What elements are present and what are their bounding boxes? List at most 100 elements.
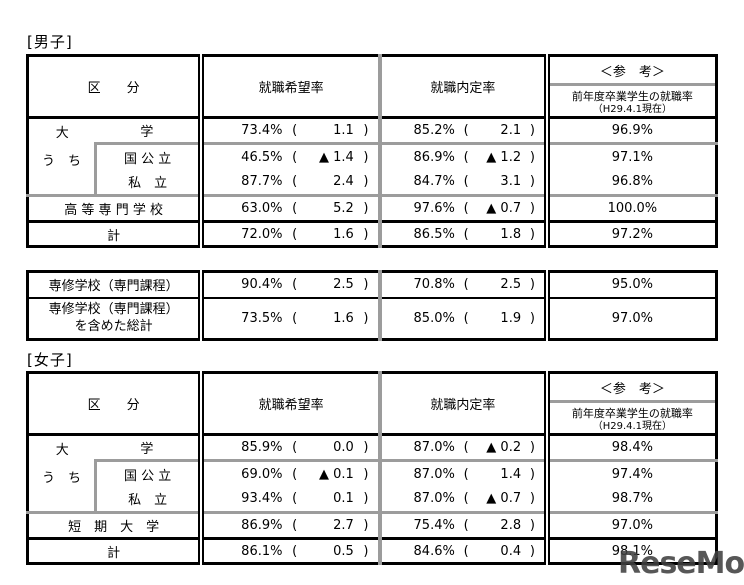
wish-rate-cell: 46.5% (▲ 1.4) [201,143,383,170]
paren-close: ) [529,226,535,242]
reference-date: （H29.4.1現在） [592,104,673,115]
offer-rate-cell: 87.0% (▲ 0.7) [380,486,550,514]
offer-rate-cell: 70.8% (2.5) [380,271,550,299]
label-line-2: を含めた総計 [74,319,153,335]
rate-value: 75.4% [413,518,455,533]
row-label-technical-college: 高 等 専 門 学 校 [27,195,205,223]
yoy-diff: ▲ 1.4 [318,149,354,165]
paren-open: ( [292,277,298,293]
table-row: 私 立 93.4% (0.1) 87.0% (▲ 0.7) 98.7% [28,486,717,514]
wish-rate-cell: 63.0% (5.2) [201,195,383,223]
paren-close: ) [363,543,369,559]
female-table: 区 分 就職希望率 就職内定率 ＜参 考＞ 前年度卒業学生の就職率 （H29.4… [26,371,718,565]
wish-rate-cell: 85.9% (0.0) [201,434,383,462]
rate-value: 84.7% [413,174,455,190]
table-header-row: 区 分 就職希望率 就職内定率 ＜参 考＞ 前年度卒業学生の就職率 （H29.4… [27,372,717,436]
offer-rate-cell: 87.0% (▲ 0.2) [380,434,550,462]
paren-close: ) [529,466,535,482]
wish-rate-cell: 86.1% (0.5) [201,538,383,564]
rate-value: 73.4% [241,123,283,138]
paren-open: ( [463,226,469,242]
rate-value: 84.6% [413,543,455,559]
reference-rate-cell: 98.1% [611,543,654,559]
table-row: 大 学 73.4% (1.1) 85.2% (2.1) 96.9% [28,117,717,145]
paren-close: ) [529,201,535,216]
reference-title: ＜参 考＞ [549,374,715,403]
table-row: 私 立 87.7% (2.4) 84.7% (3.1) 96.8% [28,169,717,197]
table-row: 専修学校（専門課程） を含めた総計 73.5%(1.6) 85.0%(1.9) … [27,297,717,340]
col-header-offer-rate: 就職内定率 [380,55,550,119]
yoy-diff: ▲ 0.7 [486,491,522,507]
reference-rate-cell: 97.0% [546,512,717,540]
offer-rate-cell: 75.4% (2.8) [380,512,550,540]
paren-open: ( [292,226,298,242]
table-row: 高 等 専 門 学 校 63.0% (5.2) 97.6% (▲ 0.7) 100.… [27,195,717,223]
wish-rate-cell: 73.4% (1.1) [201,117,383,145]
paren-close: ) [363,491,369,507]
reference-subtitle: 前年度卒業学生の就職率 [571,407,693,420]
paren-close: ) [529,277,535,293]
paren-open: ( [292,543,298,559]
paren-open: ( [292,123,298,138]
offer-rate-cell: 97.6% (▲ 0.7) [380,195,550,223]
col-header-category: 区 分 [27,372,205,436]
reference-rate-cell: 97.4% [611,466,654,482]
paren-close: ) [529,440,535,455]
paren-open: ( [292,518,298,533]
yoy-diff: 2.1 [500,123,522,138]
wish-rate-cell: 90.4% (2.5) [201,271,383,299]
paren-open: ( [463,466,469,482]
table-row: 短 期 大 学 86.9% (2.7) 75.4% (2.8) 97.0% [27,512,717,540]
reference-rate-cell: 97.0% [611,310,654,326]
wish-rate-cell: 93.4% (0.1) [201,486,383,514]
reference-rate-cell: 95.0% [546,271,717,299]
rate-value: 69.0% [241,466,283,482]
row-label-junior-college: 短 期 大 学 [27,512,205,540]
rate-value: 93.4% [241,491,283,507]
reference-rate-cell: 100.0% [546,195,717,223]
paren-close: ) [363,174,369,190]
table-row: 計 86.1% (0.5) 84.6% (0.4) 98.1% [27,538,717,564]
reference-rate-cell: 96.8% [546,169,717,197]
paren-close: ) [529,518,535,533]
rate-value: 46.5% [241,149,283,165]
rate-value: 86.9% [413,149,455,165]
row-label-university-right: 学 [95,117,205,145]
yoy-diff: 1.9 [500,310,522,326]
row-label-university-left: 大 [55,442,69,458]
female-section-title: [女子] [27,351,73,369]
table-row: 専修学校（専門課程） 90.4% (2.5) 70.8% (2.5) 95.0% [27,271,717,299]
col-header-category: 区 分 [27,55,205,119]
paren-open: ( [463,491,469,507]
yoy-diff: ▲ 0.7 [486,201,522,216]
paren-close: ) [363,277,369,293]
wish-rate-cell: 73.5% (1.6) [201,297,383,340]
paren-open: ( [292,440,298,455]
male-section-title: [男子] [27,33,73,51]
col-header-wish-rate: 就職希望率 [201,372,383,436]
yoy-diff: 2.5 [333,277,354,293]
yoy-diff: 0.4 [500,543,522,559]
offer-rate-cell: 85.2% (2.1) [380,117,550,145]
row-label-vocational-grand-total: 専修学校（専門課程） を含めた総計 [27,297,205,340]
rate-value: 97.6% [413,201,455,216]
rate-value: 85.9% [241,440,283,455]
yoy-diff: 1.6 [333,310,354,326]
paren-close: ) [529,491,535,507]
yoy-diff: 1.8 [500,226,522,242]
paren-close: ) [363,201,369,216]
row-label-university-left: 大 [55,125,69,141]
paren-open: ( [463,518,469,533]
paren-open: ( [463,277,469,293]
rate-value: 86.1% [241,543,283,559]
offer-rate-cell: 87.0% (1.4) [380,460,550,487]
yoy-diff: 3.1 [500,174,522,190]
paren-close: ) [529,123,535,138]
reference-rate-cell: 98.7% [546,486,717,514]
rate-value: 70.8% [413,277,455,293]
yoy-diff: 1.1 [333,123,354,138]
rate-value: 90.4% [241,277,283,293]
paren-open: ( [463,174,469,190]
row-label-private: 私 立 [94,169,205,197]
yoy-diff: 5.2 [333,201,354,216]
